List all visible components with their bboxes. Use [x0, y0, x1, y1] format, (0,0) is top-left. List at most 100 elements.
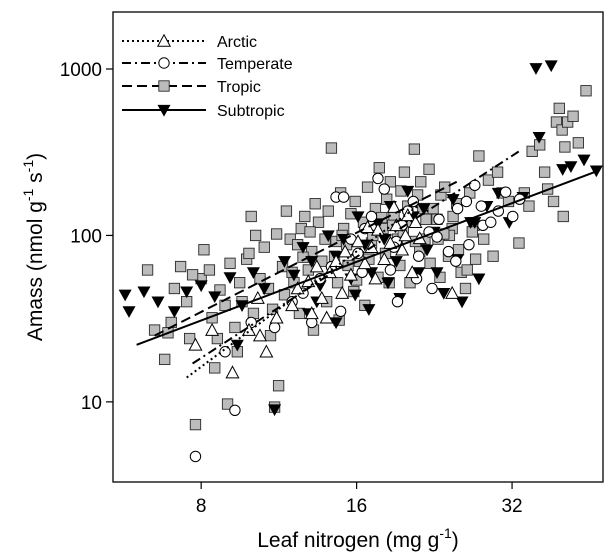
arctic-point — [368, 271, 383, 285]
tropic-point — [349, 195, 361, 208]
temperate-point — [372, 172, 384, 185]
data-points — [118, 60, 603, 463]
subtropic-point — [348, 289, 362, 302]
temperate-points — [189, 172, 526, 463]
tropic-point — [461, 264, 473, 276]
arctic-point — [335, 285, 350, 299]
arctic-point — [285, 298, 300, 312]
tropic-point — [491, 166, 504, 178]
tropic-point — [214, 284, 226, 296]
tropic-point — [526, 145, 538, 158]
arctic-point — [395, 242, 410, 256]
tropic-point — [174, 260, 187, 273]
temperate-point — [384, 264, 397, 276]
arctic-point — [405, 265, 420, 279]
temperate-point — [391, 295, 404, 308]
y-tick-label: 1000 — [60, 60, 102, 81]
legend-label-subtropic: Subtropic — [217, 103, 285, 120]
arctic-point — [304, 306, 319, 320]
tropic-point — [159, 353, 171, 366]
tropic-point — [487, 250, 499, 262]
subtropic-point — [296, 242, 310, 254]
subtropic-point — [389, 256, 403, 268]
temperate-point — [460, 195, 473, 208]
arctic-points — [188, 199, 460, 379]
tropic-point — [331, 277, 344, 289]
temperate-point — [485, 216, 497, 228]
tropic-point — [478, 233, 490, 245]
tropic-point — [547, 195, 560, 208]
arctic-point — [309, 259, 324, 273]
tropic-point — [538, 166, 551, 178]
tropic-point — [384, 176, 397, 188]
legend-marker-subtropic — [157, 104, 171, 117]
temperate-point — [189, 450, 202, 463]
arctic-point — [343, 267, 358, 281]
arctic-point — [290, 281, 305, 295]
legend-label-temperate: Temperate — [217, 56, 293, 73]
subtropic-point — [472, 273, 486, 286]
tropic-point — [299, 210, 311, 223]
plot-frame — [112, 11, 604, 483]
tropic-point — [567, 110, 579, 122]
arctic-point — [338, 244, 353, 258]
subtropic-point — [321, 230, 335, 243]
subtropic-point — [167, 306, 181, 318]
tropic-point — [304, 226, 316, 238]
tropic-point — [254, 272, 266, 285]
legend-item-arctic: Arctic — [122, 33, 257, 51]
arctic-point — [225, 365, 240, 379]
subtropic-point — [208, 291, 222, 304]
tropic-point — [186, 269, 199, 281]
tropic-point — [559, 141, 571, 153]
arctic-point — [357, 256, 372, 270]
tropic-point — [168, 282, 181, 295]
temperate-point — [507, 210, 519, 223]
subtropic-point — [305, 256, 319, 268]
temperate-point — [334, 305, 347, 318]
tropic-point — [183, 332, 196, 345]
subtropic-point — [437, 288, 451, 300]
subtropic-point — [194, 280, 208, 293]
tropic-point — [373, 162, 385, 174]
legend-label-tropic: Tropic — [217, 79, 261, 96]
subtropic-point — [430, 267, 444, 279]
tropic-point — [209, 362, 221, 374]
y-tick-label: 10 — [81, 393, 102, 414]
tropic-point — [439, 181, 451, 193]
temperate-point — [499, 186, 512, 198]
tropic-point — [420, 213, 432, 225]
arctic-point — [350, 234, 366, 248]
tropic-point — [272, 380, 285, 392]
temperate-point — [365, 210, 378, 223]
arctic-point — [360, 219, 375, 234]
tropic-point — [243, 247, 255, 260]
subtropic-point — [268, 404, 282, 417]
x-axis-label: Leaf nitrogen (mg g-1) — [257, 525, 459, 552]
temperate-point — [469, 179, 481, 192]
tropic-point — [580, 85, 592, 97]
tropic-fit-line — [154, 180, 458, 337]
arctic-point — [269, 310, 284, 324]
temperate-point — [442, 245, 455, 258]
subtropic-point — [362, 304, 376, 316]
tropic-point — [452, 244, 465, 256]
tropic-point — [398, 166, 411, 178]
tropic-point — [258, 241, 270, 253]
temperate-point — [463, 238, 475, 251]
subtropic-point — [365, 267, 379, 279]
temperate-point — [451, 202, 464, 215]
fit-lines — [136, 150, 599, 379]
subtropic-point — [230, 339, 244, 352]
y-axis-label-sup: -1 — [20, 188, 36, 201]
subtropic-point — [122, 306, 136, 318]
temperate-point — [337, 191, 350, 203]
tropic-point — [423, 163, 435, 175]
legend-item-temperate: Temperate — [122, 56, 293, 73]
y-axis-label-part: s — [24, 172, 47, 188]
tropic-point — [572, 137, 584, 149]
arctic-point — [377, 251, 392, 265]
tropic-point — [280, 205, 293, 217]
temperate-point — [412, 250, 425, 262]
